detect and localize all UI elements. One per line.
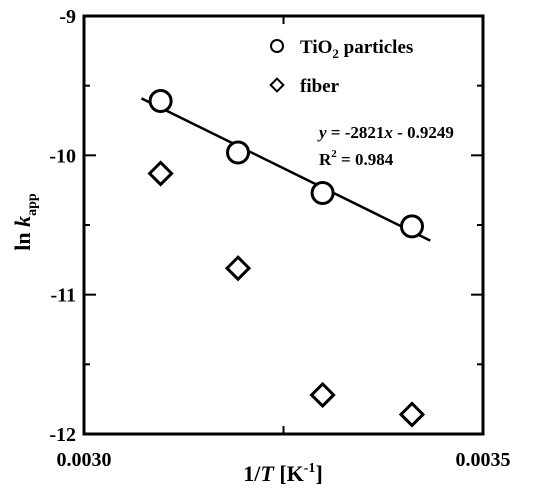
y-tick-label: -9 (59, 6, 76, 28)
r-squared: R2 = 0.984 (319, 148, 394, 169)
legend-label-tio2: TiO2 particles (300, 37, 413, 61)
x-tick-labels: 0.0030 0.0035 (57, 449, 511, 471)
fiber-point (224, 255, 252, 282)
x-tick-label: 0.0035 (456, 449, 511, 471)
fiber-point (147, 160, 174, 187)
legend-marker-diamond (269, 77, 285, 93)
y-tick-labels: -9 -10 -11 -12 (49, 6, 76, 446)
fit-line (140, 97, 431, 242)
x-axis-label: 1/T [K-1] (243, 461, 323, 486)
tio2-point (148, 88, 173, 113)
legend-label-fiber: fiber (300, 76, 340, 97)
axis-ticks (84, 15, 483, 435)
legend-marker-circle (270, 39, 284, 53)
x-tick-label: 0.0030 (57, 449, 112, 471)
tio2-point (399, 214, 424, 239)
y-tick-label: -12 (49, 424, 76, 446)
fit-equation: y = -2821x - 0.9249 (317, 123, 454, 142)
y-axis-label: ln kapp (10, 193, 40, 251)
legend: TiO2 particles fiber (269, 37, 413, 97)
y-tick-label: -10 (49, 145, 76, 167)
tio2-point (226, 140, 251, 165)
y-tick-label: -11 (50, 285, 76, 307)
data-points (147, 88, 426, 428)
tio2-point (310, 180, 335, 205)
fiber-point (309, 381, 336, 409)
fiber-point (398, 401, 426, 428)
